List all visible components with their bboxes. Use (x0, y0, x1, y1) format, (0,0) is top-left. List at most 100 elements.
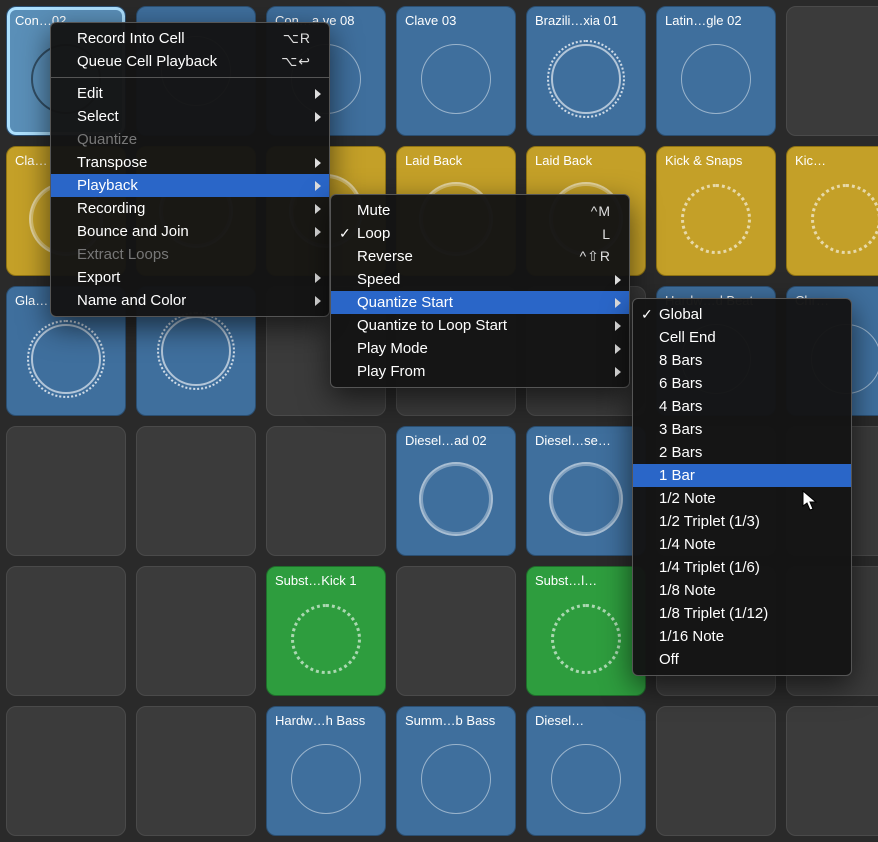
menu-item[interactable]: 1/8 Triplet (1/12) (633, 602, 851, 625)
clip-label: Kic… (795, 153, 878, 168)
menu-item[interactable]: Off (633, 648, 851, 671)
menu-shortcut: ⌥↩ (281, 53, 311, 70)
menu-item-label: 6 Bars (659, 375, 702, 392)
menu-shortcut: ⌥R (283, 30, 311, 47)
menu-item-label: Extract Loops (77, 246, 169, 263)
clip-cell[interactable]: Subst…l… (526, 566, 646, 696)
waveform-ring (535, 728, 637, 829)
menu-item-label: 1/2 Note (659, 490, 716, 507)
menu-item[interactable]: Playback (51, 174, 329, 197)
menu-item[interactable]: ✓Global (633, 303, 851, 326)
empty-cell[interactable] (396, 566, 516, 696)
empty-cell[interactable] (656, 706, 776, 836)
menu-item[interactable]: Select (51, 105, 329, 128)
empty-cell[interactable] (136, 566, 256, 696)
menu-item[interactable]: Play Mode (331, 337, 629, 360)
menu-item[interactable]: 8 Bars (633, 349, 851, 372)
menu-item[interactable]: Quantize to Loop Start (331, 314, 629, 337)
menu-item[interactable]: Speed (331, 268, 629, 291)
empty-cell[interactable] (136, 706, 256, 836)
clip-cell[interactable]: Hardw…h Bass (266, 706, 386, 836)
menu-item[interactable]: Recording (51, 197, 329, 220)
clip-cell[interactable]: Clave 03 (396, 6, 516, 136)
menu-item[interactable]: 1/2 Triplet (1/3) (633, 510, 851, 533)
menu-item[interactable]: ✓LoopL (331, 222, 629, 245)
menu-item[interactable]: 1/4 Triplet (1/6) (633, 556, 851, 579)
menu-item[interactable]: Transpose (51, 151, 329, 174)
clip-cell[interactable]: Diesel… (526, 706, 646, 836)
menu-item-label: Loop (357, 225, 390, 242)
menu-item[interactable]: Cell End (633, 326, 851, 349)
menu-item-label: Recording (77, 200, 145, 217)
clip-cell[interactable]: Latin…gle 02 (656, 6, 776, 136)
menu-item: Extract Loops (51, 243, 329, 266)
menu-shortcut: ^M (591, 203, 611, 219)
menu-item-label: Export (77, 269, 120, 286)
menu-item-label: Speed (357, 271, 400, 288)
clip-cell[interactable]: Kic… (786, 146, 878, 276)
clip-cell[interactable]: Diesel…se… (526, 426, 646, 556)
menu-item[interactable]: 1/2 Note (633, 487, 851, 510)
context-menu-playback[interactable]: Mute^M✓LoopLReverse^⇧RSpeedQuantize Star… (330, 194, 630, 388)
clip-label: Laid Back (535, 153, 637, 168)
menu-item[interactable]: 3 Bars (633, 418, 851, 441)
submenu-arrow-icon (315, 89, 321, 99)
empty-cell[interactable] (6, 706, 126, 836)
empty-cell[interactable] (6, 566, 126, 696)
menu-item[interactable]: Quantize Start (331, 291, 629, 314)
context-menu-quantize-start[interactable]: ✓GlobalCell End 8 Bars 6 Bars 4 Bars3 Bars2… (632, 298, 852, 676)
menu-item[interactable]: Name and Color (51, 289, 329, 312)
submenu-arrow-icon (615, 344, 621, 354)
menu-item-label: Bounce and Join (77, 223, 189, 240)
menu-item[interactable]: Record Into Cell ⌥R (51, 27, 329, 50)
check-icon: ✓ (339, 225, 351, 242)
clip-label: Summ…b Bass (405, 713, 507, 728)
menu-item[interactable]: 1/4 Note (633, 533, 851, 556)
context-menu-main[interactable]: Record Into Cell ⌥R Queue Cell Playback ⌥↩ E… (50, 22, 330, 317)
menu-item[interactable]: 2 Bars (633, 441, 851, 464)
clip-cell[interactable]: Summ…b Bass (396, 706, 516, 836)
menu-item[interactable]: Export (51, 266, 329, 289)
empty-cell[interactable] (266, 426, 386, 556)
menu-item[interactable]: 1 Bar (633, 464, 851, 487)
submenu-arrow-icon (615, 367, 621, 377)
menu-item-label: Playback (77, 177, 138, 194)
empty-cell[interactable] (6, 426, 126, 556)
waveform-ring (405, 28, 507, 129)
menu-item[interactable]: Mute ^M (331, 199, 629, 222)
clip-cell[interactable]: Brazili…xia 01 (526, 6, 646, 136)
clip-label: Kick & Snaps (665, 153, 767, 168)
menu-item[interactable]: Play From (331, 360, 629, 383)
clip-label: Laid Back (405, 153, 507, 168)
submenu-arrow-icon (315, 181, 321, 191)
menu-item[interactable]: Queue Cell Playback ⌥↩ (51, 50, 329, 73)
submenu-arrow-icon (315, 227, 321, 237)
clip-cell[interactable]: Diesel…ad 02 (396, 426, 516, 556)
menu-item-label: Name and Color (77, 292, 186, 309)
menu-item[interactable]: Reverse^⇧R (331, 245, 629, 268)
menu-item[interactable]: 1/16 Note (633, 625, 851, 648)
menu-item-label: 1/16 Note (659, 628, 724, 645)
menu-item-label: 8 Bars (659, 352, 702, 369)
menu-item[interactable]: 6 Bars (633, 372, 851, 395)
clip-cell[interactable]: Subst…Kick 1 (266, 566, 386, 696)
clip-label: Latin…gle 02 (665, 13, 767, 28)
menu-item-label: Transpose (77, 154, 147, 171)
menu-item[interactable]: Edit (51, 82, 329, 105)
menu-item-label: Global (659, 306, 702, 323)
menu-item-label: Record Into Cell (77, 30, 185, 47)
menu-separator (51, 77, 329, 78)
empty-cell[interactable] (136, 426, 256, 556)
menu-item-label: Mute (357, 202, 390, 219)
menu-item-label: Queue Cell Playback (77, 53, 217, 70)
menu-item[interactable]: 4 Bars (633, 395, 851, 418)
clip-label: Hardw…h Bass (275, 713, 377, 728)
menu-item-label: 1/8 Triplet (1/12) (659, 605, 768, 622)
waveform-ring (795, 168, 878, 269)
menu-item[interactable]: Bounce and Join (51, 220, 329, 243)
clip-cell[interactable]: Kick & Snaps (656, 146, 776, 276)
menu-shortcut: ^⇧R (580, 248, 611, 265)
empty-cell[interactable] (786, 6, 878, 136)
menu-item[interactable]: 1/8 Note (633, 579, 851, 602)
empty-cell[interactable] (786, 706, 878, 836)
